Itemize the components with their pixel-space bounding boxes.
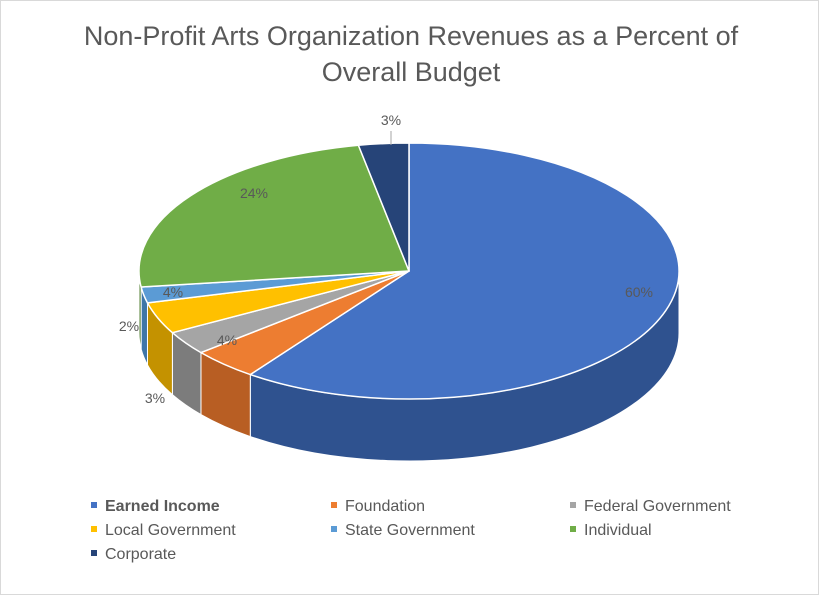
legend-label: Foundation xyxy=(345,498,426,515)
legend-item-local-government[interactable]: Local Government xyxy=(91,521,236,541)
legend-swatch xyxy=(570,501,576,508)
pie-slice-individual[interactable] xyxy=(138,144,410,288)
legend-label: Local Government xyxy=(105,522,236,539)
pie-slice-corporate[interactable] xyxy=(357,142,410,272)
data-label-local-government: 4% xyxy=(163,284,183,300)
legend-item-state-government[interactable]: State Government xyxy=(331,521,475,541)
data-label-earned-income: 60% xyxy=(625,284,653,300)
legend-label: Earned Income xyxy=(105,498,220,515)
pie-tops xyxy=(138,142,680,400)
legend-item-individual[interactable]: Individual xyxy=(570,521,652,541)
legend-label: Individual xyxy=(584,522,652,539)
legend-swatch xyxy=(91,549,97,556)
legend-item-corporate[interactable]: Corporate xyxy=(91,545,176,565)
legend-swatch xyxy=(91,501,97,508)
data-label-corporate: 3% xyxy=(381,112,401,128)
legend-label: State Government xyxy=(345,522,475,539)
legend-label: Corporate xyxy=(105,546,177,563)
data-label-state-government: 2% xyxy=(119,318,139,334)
legend-swatch xyxy=(331,525,337,532)
pie-data-labels: 60% 4% 3% 4% 2% 24% 3% xyxy=(119,112,653,406)
legend-label: Federal Government xyxy=(584,498,731,515)
pie-sides xyxy=(138,270,680,462)
data-label-foundation: 4% xyxy=(217,332,237,348)
legend-swatch xyxy=(570,525,576,532)
legend-item-earned-income[interactable]: Earned Income xyxy=(91,497,220,517)
pie-slice-earned-income[interactable] xyxy=(249,142,680,400)
legend-item-federal-government[interactable]: Federal Government xyxy=(570,497,731,517)
chart-title: Non-Profit Arts Organization Revenues as… xyxy=(83,21,739,87)
data-label-individual: 24% xyxy=(240,185,268,201)
legend-swatch xyxy=(91,525,97,532)
legend-swatch xyxy=(331,501,337,508)
data-label-federal-government: 3% xyxy=(145,390,165,406)
legend-item-foundation[interactable]: Foundation xyxy=(331,497,425,517)
